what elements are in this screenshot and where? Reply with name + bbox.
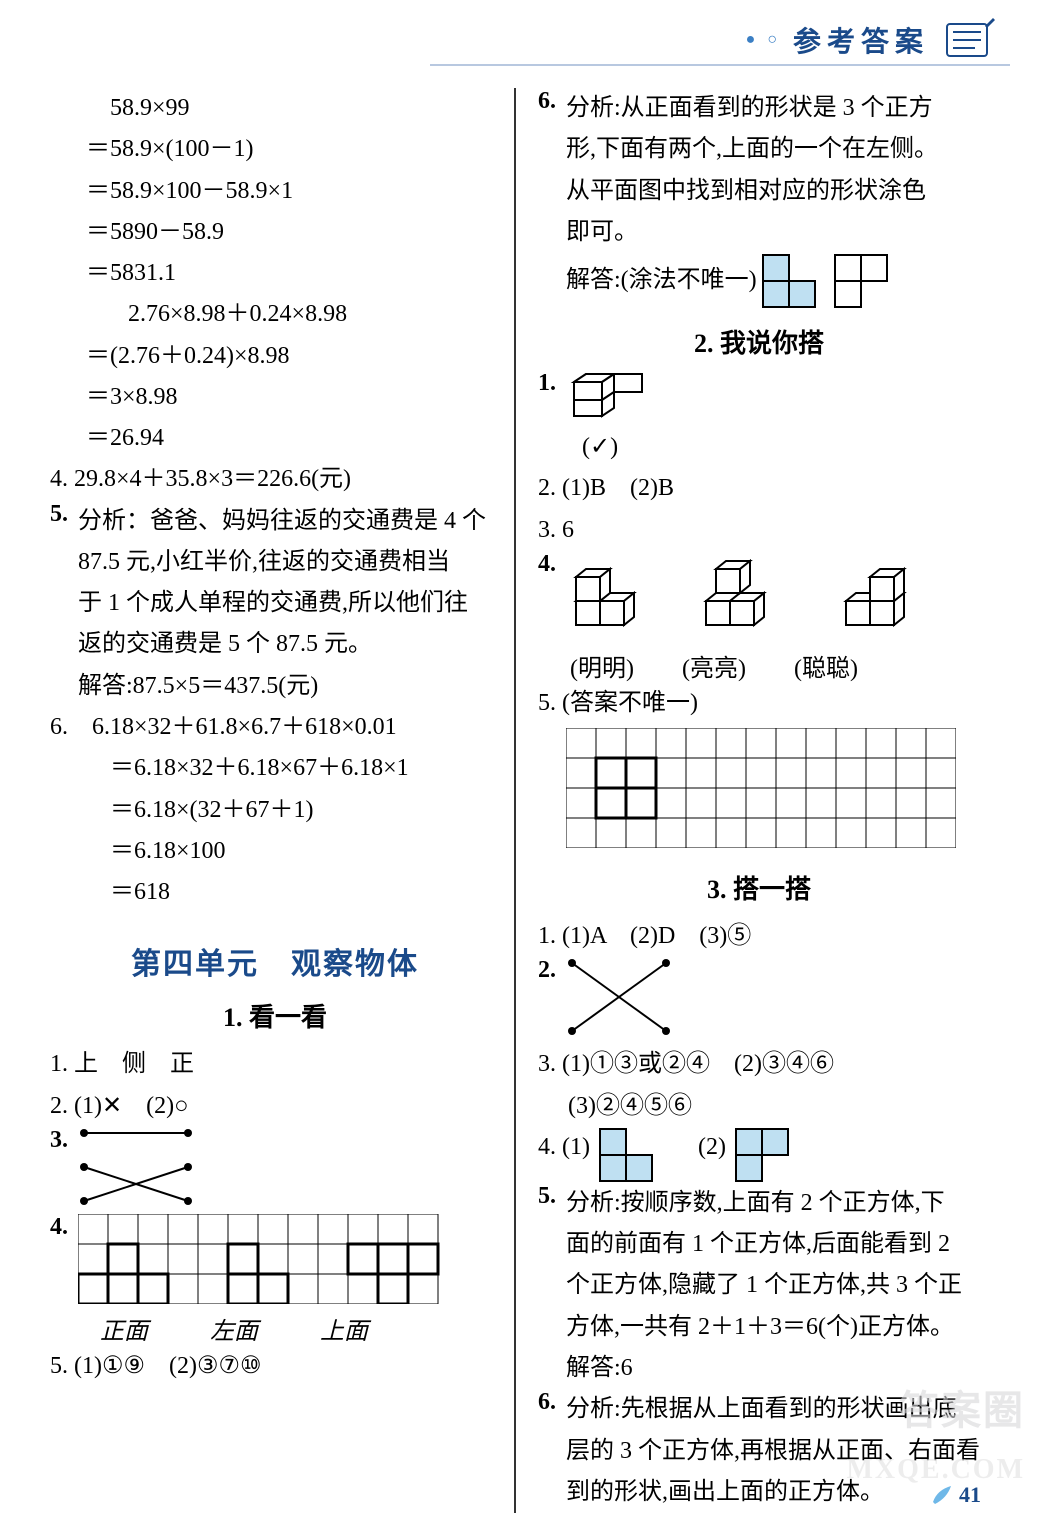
s1-q3-num: 3. [50, 1127, 78, 1154]
s2-q2: 2. (1)B (2)B [538, 468, 980, 509]
right-column: 6. 分析:从正面看到的形状是 3 个正方 形,下面有两个,上面的一个在左侧。 … [520, 88, 980, 1513]
section-title: 1. 看一看 [50, 997, 500, 1034]
q4: 4. 29.8×4＋35.8×3＝226.6(元) [50, 459, 500, 500]
calc-line: ＝5831.1 [50, 253, 500, 294]
s3-q5-num: 5. [538, 1183, 566, 1210]
s3-q2-num: 2. [538, 957, 566, 984]
shape-diagram [761, 253, 891, 309]
s3-q5-text: 面的前面有 1 个正方体,后面能看到 2 [566, 1224, 980, 1265]
calc-line: 58.9×99 [50, 88, 500, 129]
q5-text: 解答:87.5×5＝437.5(元) [78, 673, 318, 699]
view-labels: 正面 左面 上面 [78, 1311, 500, 1346]
q5-num: 5. [50, 501, 78, 528]
q6-line: 6. 6.18×32＋61.8×6.7＋618×0.01 [50, 707, 500, 748]
watermark-url: MXQE.COM [846, 1454, 1025, 1486]
section-title: 3. 搭一搭 [538, 869, 980, 906]
leaf-icon [931, 1484, 953, 1506]
watermark: 答案圈 [899, 1378, 1025, 1436]
left-column: 58.9×99 ＝58.9×(100－1) ＝58.9×100－58.9×1 ＝… [50, 88, 510, 1513]
r-q6-text: 即可。 [566, 212, 980, 253]
r-q6-ans: 解答:(涂法不唯一) [566, 260, 757, 301]
cube-label: (聪聪) [794, 648, 858, 683]
q5-text: 87.5 元,小红半价,往返的交通费相当 [78, 549, 450, 575]
s1-q4-num: 4. [50, 1214, 78, 1241]
calc-line: ＝(2.76＋0.24)×8.98 [50, 336, 500, 377]
s3-q4: 4. (1) [538, 1127, 590, 1168]
q5-text: 于 1 个成人单程的交通费,所以他们往 [78, 590, 468, 616]
small-shape [734, 1127, 794, 1183]
grid-views [78, 1214, 458, 1304]
three-cubes [566, 551, 946, 641]
s2-q5: 5. (答案不唯一) [538, 683, 980, 724]
r-q6-text: 形,下面有两个,上面的一个在左侧。 [566, 129, 980, 170]
s3-q1: 1. (1)A (2)D (3)⑤ [538, 916, 980, 957]
s2-q4-num: 4. [538, 551, 566, 578]
calc-line: ＝5890－58.9 [50, 212, 500, 253]
s1-q5: 5. (1)①⑨ (2)③⑦⑩ [50, 1346, 500, 1387]
small-shape [598, 1127, 658, 1183]
s2-q3: 3. 6 [538, 510, 980, 551]
header-underline [430, 64, 1010, 66]
s3-q5-text: 个正方体,隐藏了 1 个正方体,共 3 个正 [566, 1265, 980, 1306]
header-dots: ● ○ [746, 31, 781, 49]
q5-text: 分析：爸爸、妈妈往返的交通费是 4 个 [78, 508, 486, 534]
cube-diagram [566, 370, 676, 420]
q6-line: ＝6.18×(32＋67＋1) [50, 790, 500, 831]
s2-q1-check: (✓) [566, 427, 980, 468]
s3-q5-text: 分析:按顺序数,上面有 2 个正方体,下 [566, 1183, 980, 1224]
q6-line: ＝6.18×32＋6.18×67＋6.18×1 [50, 748, 500, 789]
r-q6-num: 6. [538, 88, 566, 115]
big-grid [566, 728, 956, 848]
s3-q3: 3. (1)①③或②④ (2)③④⑥ [538, 1044, 980, 1085]
matching-diagram [78, 1127, 198, 1207]
s1-q2: 2. (1)✕ (2)○ [50, 1086, 500, 1127]
cross-diagram [566, 957, 676, 1037]
calc-line: ＝3×8.98 [50, 377, 500, 418]
cube-label: (明明) [570, 648, 634, 683]
calc-line: ＝26.94 [50, 418, 500, 459]
s3-q4b: (2) [698, 1127, 726, 1168]
calc-line: 2.76×8.98＋0.24×8.98 [50, 294, 500, 335]
r-q6-text: 从平面图中找到相对应的形状涂色 [566, 171, 980, 212]
q5-text: 返的交通费是 5 个 87.5 元。 [78, 631, 372, 657]
s3-q3b: (3)②④⑤⑥ [538, 1086, 980, 1127]
r-q6-text: 分析:从正面看到的形状是 3 个正方 [566, 88, 980, 129]
calc-line: ＝58.9×(100－1) [50, 129, 500, 170]
notebook-icon [941, 18, 997, 62]
s2-q1-num: 1. [538, 370, 566, 397]
q6-line: ＝618 [50, 872, 500, 913]
s3-q5-text: 方体,一共有 2＋1＋3＝6(个)正方体。 [566, 1307, 980, 1348]
q6-line: ＝6.18×100 [50, 831, 500, 872]
cube-label: (亮亮) [682, 648, 746, 683]
calc-line: ＝58.9×100－58.9×1 [50, 171, 500, 212]
header-title: 参考答案 [793, 20, 929, 60]
column-divider [514, 88, 516, 1513]
s1-q1: 1. 上 侧 正 [50, 1044, 500, 1085]
s3-q6-num: 6. [538, 1389, 566, 1416]
unit-title: 第四单元 观察物体 [50, 939, 500, 983]
section-title: 2. 我说你搭 [538, 323, 980, 360]
